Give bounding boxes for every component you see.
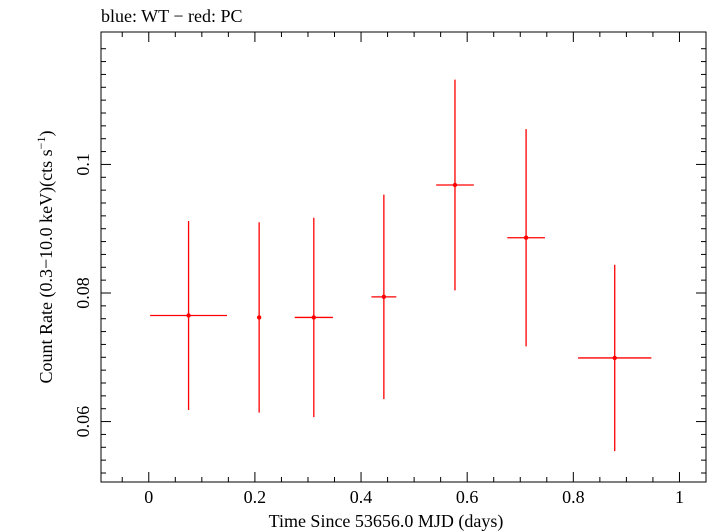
x-tick-label: 0	[144, 487, 153, 507]
data-point	[311, 315, 317, 320]
data-point	[186, 313, 191, 318]
data-point	[452, 182, 458, 188]
data-points	[150, 79, 652, 452]
y-tick-label: 0.08	[73, 277, 93, 309]
y-axis-ticks: 0.06 0.08 0.1	[73, 48, 706, 474]
y-axis-label-close: )	[36, 131, 57, 137]
x-tick-label: 0.4	[350, 487, 373, 507]
y-axis-label: Count Rate (0.3−10.0 keV)(cts s−1)	[34, 131, 57, 384]
x-tick-label: 0.8	[562, 487, 585, 507]
data-point	[612, 355, 617, 361]
x-tick-label: 0.6	[456, 487, 479, 507]
y-tick-label: 0.06	[73, 406, 93, 438]
x-axis-label: Time Since 53656.0 MJD (days)	[269, 511, 504, 532]
x-tick-label: 0.2	[244, 487, 267, 507]
y-axis-label-superscript: −1	[34, 137, 48, 150]
data-point	[381, 294, 387, 300]
x-axis-ticks: 0 0.2 0.4 0.6 0.8 1	[121, 32, 707, 507]
chart-title: blue: WT − red: PC	[101, 6, 242, 26]
data-point	[523, 235, 529, 240]
data-point	[256, 315, 262, 320]
y-tick-label: 0.1	[73, 153, 93, 176]
y-axis-label-main: Count Rate (0.3−10.0 keV)(cts s	[36, 149, 57, 383]
plot-frame	[100, 31, 707, 483]
x-tick-label: 1	[675, 487, 684, 507]
